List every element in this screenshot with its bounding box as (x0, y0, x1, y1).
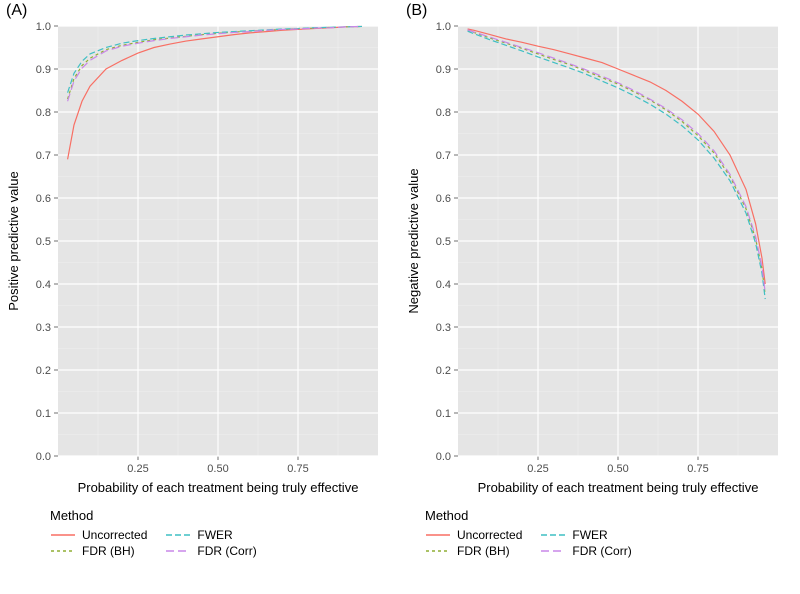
legend-label: Uncorrected (457, 528, 522, 542)
legend-swatch (165, 544, 191, 558)
y-tick-label: 0.1 (36, 408, 51, 420)
legend-label: FWER (197, 528, 232, 542)
legend-item: FWER (540, 528, 631, 542)
y-tick-label: 0.4 (36, 279, 51, 291)
x-tick-label: 0.25 (127, 463, 148, 475)
y-tick-label: 0.8 (36, 107, 51, 119)
legend-label: FDR (BH) (82, 544, 135, 558)
legend-area: MethodUncorrectedFDR (BH)FWERFDR (Corr)M… (0, 500, 800, 567)
legend-title: Method (425, 508, 770, 523)
y-tick-label: 0.9 (436, 64, 451, 76)
legend-label: FDR (BH) (457, 544, 510, 558)
legend-swatch (540, 544, 566, 558)
panel-label: (A) (6, 2, 27, 20)
panel-label: (B) (406, 2, 427, 20)
legend-label: Uncorrected (82, 528, 147, 542)
figure: (A)0.250.500.750.00.10.20.30.40.50.60.70… (0, 0, 800, 567)
legend-label: FWER (572, 528, 607, 542)
y-tick-label: 0.8 (436, 107, 451, 119)
legend-item: FDR (Corr) (540, 544, 631, 558)
y-axis-label: Negative predictive value (406, 168, 421, 313)
x-tick-label: 0.50 (207, 463, 228, 475)
y-tick-label: 0.0 (436, 451, 451, 463)
y-tick-label: 0.4 (436, 279, 451, 291)
y-tick-label: 0.7 (436, 150, 451, 162)
panels-row: (A)0.250.500.750.00.10.20.30.40.50.60.70… (0, 0, 800, 500)
y-tick-label: 0.3 (436, 322, 451, 334)
y-tick-label: 0.0 (36, 451, 51, 463)
legend: Method Uncorrected FDR (BH) FWER FDR (Corr) (425, 508, 770, 559)
legend: Method Uncorrected FDR (BH) FWER FDR (Corr) (50, 508, 395, 559)
legend-swatch (50, 528, 76, 542)
legend-item: FWER (165, 528, 256, 542)
legend-swatch (50, 544, 76, 558)
y-tick-label: 0.3 (36, 322, 51, 334)
x-tick-label: 0.25 (527, 463, 548, 475)
legend-item: Uncorrected (50, 528, 147, 542)
chart-svg: 0.25 0.50 0.75 0.0 0.1 0.2 0.3 0.4 0.5 0.6 0.7 0.8 0… (400, 0, 800, 500)
x-axis-label: Probability of each treatment being trul… (478, 480, 759, 495)
y-tick-label: 0.9 (36, 64, 51, 76)
legend-title: Method (50, 508, 395, 523)
y-tick-label: 1.0 (36, 21, 51, 33)
x-tick-label: 0.75 (287, 463, 308, 475)
y-tick-label: 0.5 (36, 236, 51, 248)
legend-swatch (425, 528, 451, 542)
legend-swatch (540, 528, 566, 542)
y-tick-label: 0.2 (436, 365, 451, 377)
y-tick-label: 0.6 (36, 193, 51, 205)
chart-svg: 0.25 0.50 0.75 0.0 0.1 0.2 0.3 0.4 0.5 0.6 0.7 0.8 0… (0, 0, 400, 500)
legend-item: FDR (BH) (425, 544, 522, 558)
legend-label: FDR (Corr) (572, 544, 631, 558)
legend-item: FDR (BH) (50, 544, 147, 558)
legend-label: FDR (Corr) (197, 544, 256, 558)
y-axis-label: Positive predictive value (6, 171, 21, 310)
y-tick-label: 0.6 (436, 193, 451, 205)
y-tick-label: 1.0 (436, 21, 451, 33)
panel-a: (A)0.250.500.750.00.10.20.30.40.50.60.70… (0, 0, 400, 500)
y-tick-label: 0.2 (36, 365, 51, 377)
x-tick-label: 0.75 (687, 463, 708, 475)
legend-swatch (165, 528, 191, 542)
y-tick-label: 0.1 (436, 408, 451, 420)
y-tick-label: 0.5 (436, 236, 451, 248)
y-tick-label: 0.7 (36, 150, 51, 162)
legend-swatch (425, 544, 451, 558)
x-tick-label: 0.50 (607, 463, 628, 475)
panel-b: (B)0.250.500.750.00.10.20.30.40.50.60.70… (400, 0, 800, 500)
legend-item: FDR (Corr) (165, 544, 256, 558)
legend-item: Uncorrected (425, 528, 522, 542)
x-axis-label: Probability of each treatment being trul… (78, 480, 359, 495)
